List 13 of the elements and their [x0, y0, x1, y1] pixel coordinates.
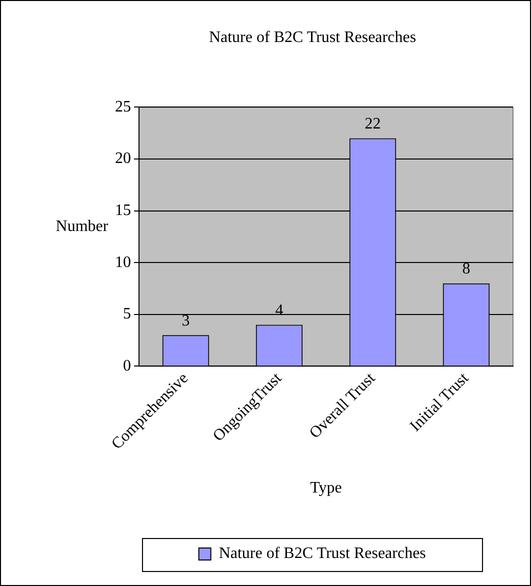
y-tick-label: 20: [115, 150, 131, 168]
data-label: 3: [182, 312, 190, 330]
data-label: 8: [462, 260, 470, 278]
data-label: 22: [364, 115, 381, 132]
y-axis-title: Number: [56, 218, 109, 235]
legend-label: Nature of B2C Trust Researches: [218, 545, 426, 562]
y-tick-label: 15: [115, 202, 131, 220]
y-tick-label: 10: [115, 254, 131, 271]
y-tick-label: 0: [123, 357, 131, 374]
x-axis-title: Type: [310, 480, 342, 497]
y-tick-label: 5: [123, 306, 131, 323]
chart-title: Nature of B2C Trust Researches: [208, 28, 416, 46]
y-tick-label: 25: [115, 98, 131, 116]
